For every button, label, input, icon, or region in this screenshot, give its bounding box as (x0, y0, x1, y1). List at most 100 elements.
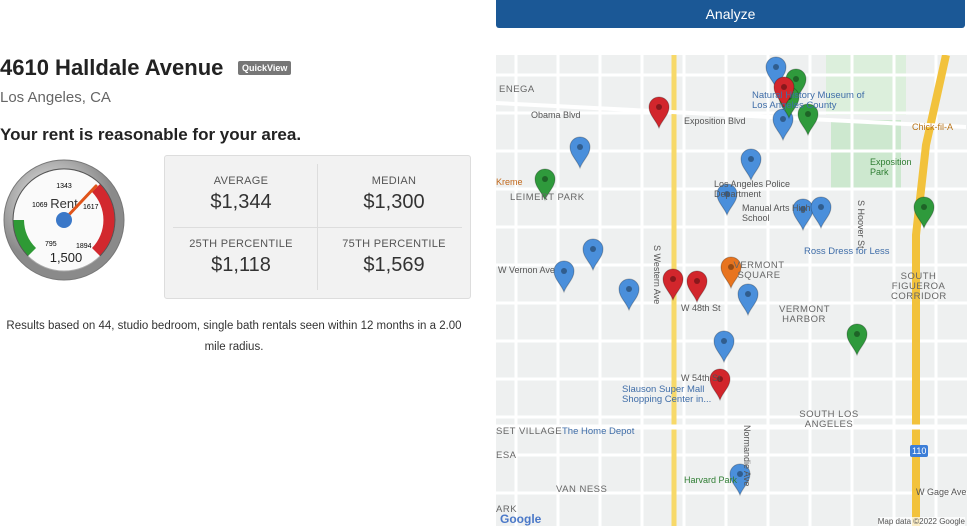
stat-label: 25TH PERCENTILE (189, 238, 293, 250)
pin-body (720, 256, 742, 290)
map-label: W Vernon Ave (498, 265, 555, 275)
stats-panel: AVERAGE $1,344 MEDIAN $1,300 25TH PERCENTI… (164, 155, 471, 299)
map-pin[interactable] (686, 270, 708, 304)
pin-dot (800, 206, 806, 212)
map-label: VERMONT SQUARE (733, 260, 785, 281)
stat-value: $1,118 (211, 254, 271, 276)
pin-body (772, 108, 794, 142)
pin-dot (854, 331, 860, 337)
pin-dot (781, 84, 787, 90)
map[interactable]: ENEGA Natural History Museum of Los Ange… (496, 55, 967, 526)
map-label: ARK (496, 504, 518, 515)
pin-dot (745, 291, 751, 297)
pin-dot (818, 204, 824, 210)
map-pin[interactable] (648, 96, 670, 130)
google-logo: Google (500, 512, 542, 526)
pin-dot (656, 104, 662, 110)
map-pin[interactable] (569, 136, 591, 170)
map-pin[interactable] (534, 168, 556, 202)
map-label: Kreme (496, 177, 523, 187)
map-label: LEIMERT PARK (510, 192, 585, 203)
pin-dot (694, 278, 700, 284)
map-label: Natural History Museum of Los Angeles Co… (752, 90, 865, 111)
map-label: SET VILLAGE (496, 426, 563, 437)
gauge-tick: 1617 (83, 204, 99, 211)
pin-body (569, 136, 591, 170)
pin-body (846, 323, 868, 357)
map-pin[interactable] (765, 56, 787, 90)
map-label: Exposition Blvd (684, 116, 746, 126)
pin-body (662, 268, 684, 302)
pin-dot (805, 111, 811, 117)
rent-gauge: 795 1069 1343 1617 1894 Rent 1,500 (3, 159, 125, 281)
map-label: VERMONT HARBOR (779, 304, 830, 325)
pin-body (773, 76, 795, 110)
address: 4610 Halldale Avenue (0, 55, 224, 80)
map-label: VAN NESS (556, 484, 608, 495)
stat-value: $1,344 (210, 191, 272, 213)
pin-dot (780, 116, 786, 122)
map-label: Normandie Ave (742, 425, 752, 487)
map-pin[interactable] (553, 260, 575, 294)
stat-value: $1,300 (363, 191, 425, 213)
map-label: SOUTH FIGUEROA CORRIDOR (891, 271, 947, 302)
map-pin[interactable] (729, 463, 751, 497)
stat-label: 75TH PERCENTILE (342, 238, 446, 250)
map-pin[interactable] (792, 198, 814, 232)
pin-dot (577, 144, 583, 150)
map-canvas (496, 55, 967, 526)
map-pin[interactable] (709, 368, 731, 402)
pin-body (709, 368, 731, 402)
map-label: The Home Depot (562, 426, 635, 437)
map-pin[interactable] (713, 330, 735, 364)
map-attribution: Map data ©2022 Google (877, 517, 965, 526)
gauge-value: 1,500 (50, 250, 83, 265)
map-pin[interactable] (772, 108, 794, 142)
map-label: S Hoover St (856, 200, 866, 249)
pin-dot (590, 246, 596, 252)
pin-body (618, 278, 640, 312)
map-pin[interactable] (720, 256, 742, 290)
pin-dot (728, 264, 734, 270)
map-label: Obama Blvd (531, 110, 581, 120)
gauge-tick: 795 (45, 241, 57, 248)
map-pin[interactable] (846, 323, 868, 357)
map-label: Manual Arts High School (742, 203, 811, 223)
map-label: ESA (496, 450, 517, 461)
map-label: Harvard Park (684, 475, 738, 485)
quickview-badge[interactable]: QuickView (238, 61, 292, 75)
pin-body (686, 270, 708, 304)
pin-body (713, 330, 735, 364)
map-pin[interactable] (662, 268, 684, 302)
map-pin[interactable] (810, 196, 832, 230)
pin-body (582, 238, 604, 272)
pin-dot (717, 376, 723, 382)
pin-body (797, 103, 819, 137)
map-pin[interactable] (618, 278, 640, 312)
pin-dot (721, 338, 727, 344)
map-pin[interactable] (716, 183, 738, 217)
map-pin[interactable] (913, 196, 935, 230)
pin-body (534, 168, 556, 202)
stat-label: AVERAGE (213, 175, 269, 187)
pin-dot (921, 204, 927, 210)
pin-dot (724, 191, 730, 197)
pin-body (810, 196, 832, 230)
map-label: W Gage Ave (916, 487, 967, 497)
map-label: Ross Dress for Less (804, 246, 890, 257)
map-pin[interactable] (773, 76, 795, 110)
pin-dot (748, 156, 754, 162)
analyze-button[interactable]: Analyze (496, 0, 965, 28)
map-pin[interactable] (797, 103, 819, 137)
map-label: Chick-fil-A (912, 122, 954, 132)
map-pin[interactable] (737, 283, 759, 317)
pin-dot (793, 76, 799, 82)
pin-body (553, 260, 575, 294)
pin-body (765, 56, 787, 90)
pin-body (792, 198, 814, 232)
map-pin[interactable] (582, 238, 604, 272)
map-label: 110 (910, 445, 929, 457)
pin-body (729, 463, 751, 497)
map-pin[interactable] (740, 148, 762, 182)
pin-dot (561, 268, 567, 274)
